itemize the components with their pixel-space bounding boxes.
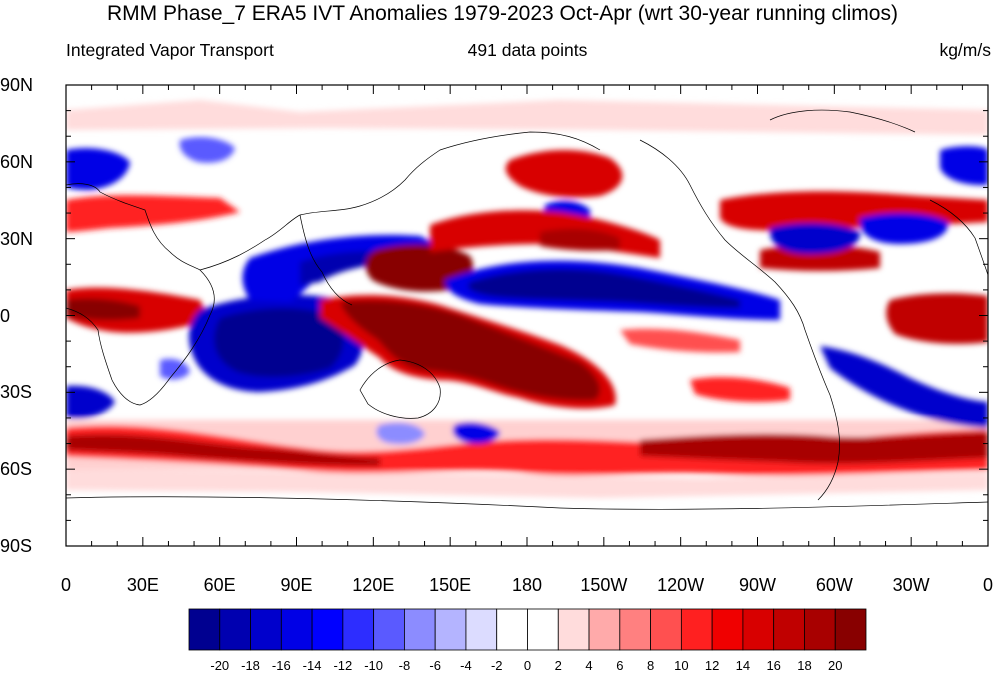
colorbar-swatch <box>742 608 775 651</box>
lon-label: 150W <box>580 575 628 595</box>
colorbar-swatch <box>557 608 590 651</box>
lon-label: 30E <box>126 575 159 595</box>
colorbar-swatch <box>834 608 867 651</box>
lat-label: 30S <box>0 382 33 403</box>
colorbar-swatch <box>680 608 713 651</box>
lon-label: 150E <box>429 575 472 595</box>
map-title: RMM Phase_7 ERA5 IVT Anomalies 1979-2023… <box>107 2 898 25</box>
anomaly-field <box>66 85 988 546</box>
lat-label: 60N <box>0 151 34 172</box>
units-label: kg/m/s <box>939 40 991 60</box>
colorbar-swatch <box>219 608 251 651</box>
colorbar-swatch <box>804 608 836 651</box>
variable-label: Integrated Vapor Transport <box>66 40 274 60</box>
colorbar-swatch <box>311 608 344 651</box>
colorbar-label: 2 <box>554 658 562 673</box>
colorbar-swatch <box>250 608 282 651</box>
colorbar-label: -20 <box>210 658 230 673</box>
colorbar-label: 16 <box>766 658 781 673</box>
colorbar-label: 18 <box>797 658 812 673</box>
data-points-label: 491 data points <box>467 40 588 60</box>
lon-label: 120W <box>657 575 705 595</box>
lon-label: 0 <box>982 575 993 595</box>
colorbar-swatch <box>711 608 744 651</box>
colorbar-label: 10 <box>674 658 689 673</box>
colorbar-label: 14 <box>735 658 751 673</box>
colorbar-label: 6 <box>616 658 624 673</box>
colorbar-label: 8 <box>646 658 655 673</box>
lon-label: 60W <box>815 575 853 595</box>
lat-label: 0 <box>0 305 11 326</box>
colorbar-label: -10 <box>364 658 384 673</box>
colorbar-swatch <box>588 608 621 651</box>
colorbar-label: 0 <box>523 658 532 673</box>
lat-label: 90S <box>0 536 33 556</box>
colorbar-swatch <box>773 608 805 651</box>
colorbar <box>188 608 867 651</box>
colorbar-swatch <box>650 608 682 651</box>
colorbar-label: -6 <box>429 658 441 673</box>
lon-label: 180 <box>511 575 543 595</box>
colorbar-label: -4 <box>460 658 472 673</box>
colorbar-label: 4 <box>585 658 593 673</box>
colorbar-label: -2 <box>490 658 503 673</box>
colorbar-swatch <box>280 608 313 651</box>
colorbar-label: -12 <box>333 658 353 673</box>
colorbar-swatch <box>434 608 467 651</box>
colorbar-swatch <box>188 608 221 651</box>
colorbar-label: 12 <box>704 658 720 673</box>
colorbar-swatch <box>465 608 498 651</box>
lat-label: 90N <box>0 75 34 95</box>
lon-label: 120E <box>352 575 395 595</box>
lon-label: 30W <box>892 575 930 595</box>
lat-label: 60S <box>0 459 33 480</box>
colorbar-label: -18 <box>241 658 260 673</box>
lat-label: 30N <box>0 228 34 249</box>
axis-ticks <box>65 84 989 547</box>
lon-label: 60E <box>203 575 236 595</box>
colorbar-label: 20 <box>827 658 843 673</box>
lon-label: 90W <box>738 575 776 595</box>
lon-label: 0 <box>60 575 71 595</box>
colorbar-label: -8 <box>398 658 411 673</box>
colorbar-swatch <box>342 608 375 651</box>
colorbar-swatch <box>404 608 436 651</box>
colorbar-label: -16 <box>271 658 291 673</box>
colorbar-swatch <box>619 608 651 651</box>
colorbar-swatch <box>496 608 528 651</box>
colorbar-label: -14 <box>302 658 322 673</box>
colorbar-swatch <box>527 608 559 651</box>
lon-label: 90E <box>280 575 313 595</box>
colorbar-swatch <box>373 608 405 651</box>
coastlines <box>66 109 988 510</box>
